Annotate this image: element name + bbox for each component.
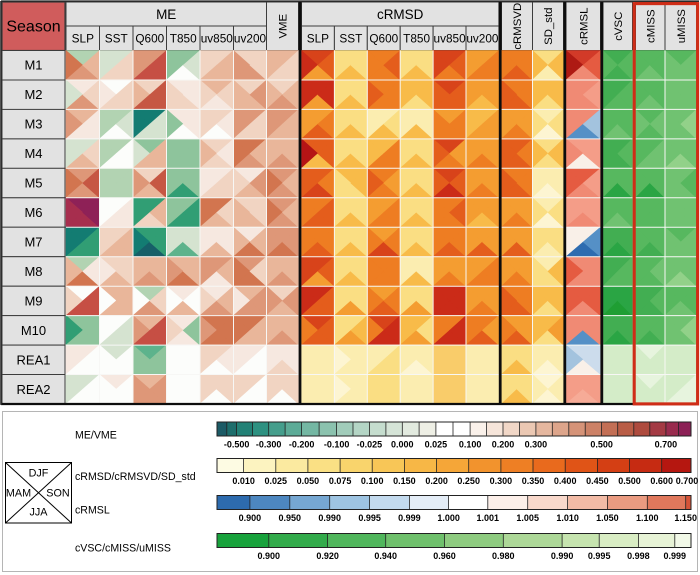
svg-text:-0.025: -0.025: [357, 440, 383, 450]
svg-text:REA2: REA2: [17, 382, 51, 397]
svg-text:0.995: 0.995: [358, 513, 381, 523]
svg-text:T850: T850: [170, 31, 197, 45]
svg-text:0.000: 0.000: [391, 440, 414, 450]
svg-text:M6: M6: [24, 205, 42, 220]
svg-text:0.990: 0.990: [551, 551, 574, 561]
svg-text:0.025: 0.025: [265, 476, 288, 486]
svg-text:1.005: 1.005: [516, 513, 539, 523]
svg-text:0.200: 0.200: [425, 476, 448, 486]
svg-text:0.400: 0.400: [554, 476, 577, 486]
svg-text:1.001: 1.001: [477, 513, 500, 523]
svg-text:cMISS: cMISS: [646, 9, 658, 43]
svg-text:0.999: 0.999: [664, 551, 687, 561]
svg-text:0.300: 0.300: [490, 476, 513, 486]
svg-text:M4: M4: [24, 146, 42, 161]
svg-text:0.025: 0.025: [425, 440, 448, 450]
svg-text:0.500: 0.500: [618, 476, 641, 486]
svg-text:0.050: 0.050: [297, 476, 320, 486]
svg-text:M2: M2: [24, 87, 42, 102]
svg-text:cRMSL: cRMSL: [579, 8, 591, 45]
svg-text:SLP: SLP: [307, 31, 329, 45]
svg-text:T850: T850: [403, 31, 430, 45]
svg-text:0.010: 0.010: [232, 476, 255, 486]
svg-text:0.700: 0.700: [676, 476, 699, 486]
svg-text:0.500: 0.500: [590, 440, 613, 450]
svg-text:0.075: 0.075: [329, 476, 352, 486]
svg-text:uv850: uv850: [434, 31, 467, 45]
svg-text:Q600: Q600: [369, 31, 398, 45]
svg-text:ME: ME: [156, 7, 176, 22]
svg-text:-0.300: -0.300: [256, 440, 282, 450]
svg-text:Q600: Q600: [135, 31, 164, 45]
svg-text:uv200: uv200: [466, 31, 499, 45]
svg-text:-0.200: -0.200: [289, 440, 315, 450]
svg-text:Season: Season: [6, 19, 60, 36]
svg-text:1.100: 1.100: [636, 513, 659, 523]
svg-text:DJF: DJF: [29, 468, 49, 480]
svg-text:cRMSD: cRMSD: [377, 7, 424, 22]
svg-text:0.990: 0.990: [318, 513, 341, 523]
svg-text:-0.500: -0.500: [224, 440, 250, 450]
svg-text:-0.100: -0.100: [324, 440, 350, 450]
svg-text:0.250: 0.250: [457, 476, 480, 486]
svg-text:1.000: 1.000: [437, 513, 460, 523]
svg-text:cRMSVD: cRMSVD: [512, 3, 524, 50]
svg-text:uv850: uv850: [201, 31, 234, 45]
svg-text:cRMSD/cRMSVD/SD_std: cRMSD/cRMSVD/SD_std: [75, 471, 196, 483]
svg-text:SON: SON: [46, 488, 69, 500]
svg-text:M9: M9: [24, 293, 42, 308]
svg-text:0.998: 0.998: [627, 551, 650, 561]
svg-text:0.950: 0.950: [279, 513, 302, 523]
svg-text:cRMSL: cRMSL: [75, 505, 110, 517]
svg-text:1.150: 1.150: [674, 513, 697, 523]
svg-text:0.300: 0.300: [525, 440, 548, 450]
svg-text:0.940: 0.940: [374, 551, 397, 561]
svg-text:0.100: 0.100: [459, 440, 482, 450]
svg-text:0.450: 0.450: [586, 476, 609, 486]
svg-text:M3: M3: [24, 117, 42, 132]
svg-text:0.200: 0.200: [492, 440, 515, 450]
svg-text:0.980: 0.980: [492, 551, 515, 561]
svg-text:uv200: uv200: [234, 31, 267, 45]
svg-text:cVSC/cMISS/uMISS: cVSC/cMISS/uMISS: [75, 543, 171, 555]
svg-text:0.920: 0.920: [316, 551, 339, 561]
svg-text:SD_std: SD_std: [543, 8, 555, 45]
svg-text:M5: M5: [24, 176, 42, 191]
svg-text:REA1: REA1: [17, 352, 51, 367]
svg-text:uMISS: uMISS: [676, 9, 688, 44]
svg-text:M8: M8: [24, 264, 42, 279]
svg-text:SST: SST: [339, 31, 362, 45]
svg-text:0.700: 0.700: [655, 440, 678, 450]
svg-text:1.010: 1.010: [556, 513, 579, 523]
svg-text:0.995: 0.995: [588, 551, 611, 561]
svg-text:1.050: 1.050: [596, 513, 619, 523]
svg-text:JJA: JJA: [30, 507, 49, 519]
svg-text:ME/VME: ME/VME: [75, 430, 117, 442]
svg-text:0.100: 0.100: [361, 476, 384, 486]
svg-text:0.999: 0.999: [398, 513, 421, 523]
svg-text:0.960: 0.960: [433, 551, 456, 561]
svg-text:VME: VME: [278, 13, 290, 38]
svg-text:0.900: 0.900: [258, 551, 281, 561]
svg-text:M1: M1: [24, 58, 42, 73]
svg-text:0.600: 0.600: [650, 476, 673, 486]
svg-text:0.150: 0.150: [393, 476, 416, 486]
svg-text:0.900: 0.900: [239, 513, 262, 523]
svg-text:cVSC: cVSC: [613, 12, 625, 41]
svg-text:M7: M7: [24, 235, 42, 250]
svg-text:SLP: SLP: [72, 31, 94, 45]
svg-text:SST: SST: [105, 31, 128, 45]
svg-text:M10: M10: [21, 323, 46, 338]
svg-text:0.350: 0.350: [522, 476, 545, 486]
svg-text:MAM: MAM: [6, 488, 31, 500]
